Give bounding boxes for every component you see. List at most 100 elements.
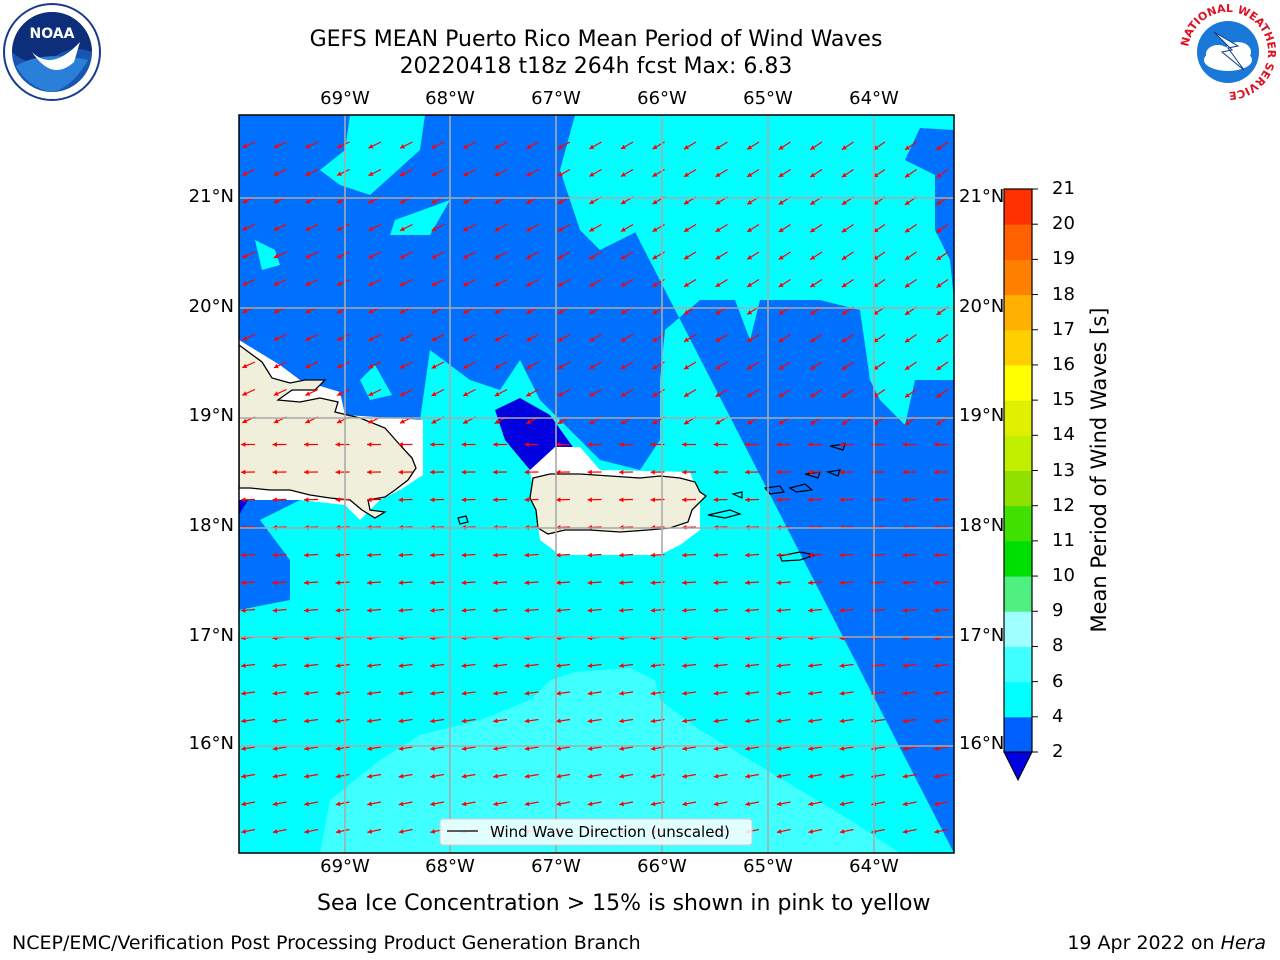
wave-arrow-head: [839, 690, 845, 696]
wave-arrow-head: [683, 199, 689, 205]
wave-arrow-head: [810, 310, 816, 315]
wave-arrow-head: [747, 172, 753, 177]
wave-arrow-head: [461, 663, 467, 668]
wave-arrow-head: [336, 419, 342, 424]
wave-arrow-head: [808, 580, 813, 586]
wave-arrow-head: [556, 690, 561, 696]
wave-arrow-head: [557, 392, 563, 397]
wave-arrow-head: [839, 829, 845, 834]
wave-arrow-head: [399, 364, 405, 369]
wave-arrow-head: [557, 309, 563, 314]
wave-arrow-head: [335, 552, 340, 558]
island-outline: [779, 551, 818, 562]
wave-arrow-head: [556, 552, 561, 558]
wave-arrow-head: [713, 718, 719, 724]
wave-arrow-head: [493, 746, 498, 751]
wave-arrow-head: [493, 497, 498, 503]
wave-arrow-head: [304, 690, 309, 696]
wave-arrow-head: [839, 801, 845, 807]
wave-arrow-head: [936, 338, 942, 343]
wave-arrow-head: [367, 497, 372, 503]
wave-arrow-head: [524, 746, 530, 751]
wave-arrow-head: [810, 282, 816, 288]
wave-arrow-head: [241, 718, 246, 724]
wave-arrow-head: [650, 442, 655, 447]
lon-label-top: 66°W: [637, 88, 687, 109]
wave-arrow-head: [650, 663, 656, 668]
wave-arrow-head: [241, 773, 246, 779]
wave-arrow-head: [493, 773, 498, 779]
wave-arrow-head: [778, 172, 784, 178]
wave-arrow-head: [398, 469, 403, 475]
wave-arrow-head: [747, 282, 753, 287]
wave-arrow-head: [587, 469, 592, 475]
wave-arrow-head: [399, 254, 405, 259]
wave-arrow-head: [713, 442, 718, 447]
colorbar-tick-label: 20: [1052, 213, 1075, 235]
wave-arrow-head: [242, 171, 248, 176]
wave-arrow-head: [241, 663, 246, 668]
wave-arrow-head: [682, 552, 687, 558]
wave-arrow-head: [904, 145, 910, 150]
wave-arrow-head: [399, 336, 405, 341]
wave-arrow-head: [241, 829, 247, 834]
wave-arrow-head: [808, 663, 813, 668]
wave-arrow-head: [273, 143, 279, 149]
wave-arrow-head: [494, 364, 500, 369]
wave-arrow-head: [336, 364, 342, 369]
wave-arrow-head: [431, 281, 437, 286]
wave-arrow-head: [715, 337, 721, 342]
wave-arrow-head: [304, 773, 309, 779]
wave-arrow-head: [650, 497, 655, 503]
wave-arrow-head: [526, 364, 532, 369]
wave-arrow-head: [463, 226, 469, 232]
wave-arrow-head: [745, 801, 750, 807]
field-4-6s: [320, 115, 425, 195]
wave-arrow-head: [810, 200, 816, 205]
wave-arrow-head: [304, 552, 309, 558]
colorbar-tick-label: 13: [1052, 459, 1075, 481]
machine-name: Hera: [1220, 932, 1266, 954]
wave-arrow-head: [747, 200, 753, 205]
wave-arrow-head: [713, 801, 719, 807]
wave-arrow-head: [272, 801, 278, 807]
wave-arrow-head: [776, 829, 782, 834]
wave-arrow-head: [526, 172, 532, 177]
wave-arrow-head: [776, 497, 781, 503]
wave-arrow-head: [650, 718, 656, 724]
wave-arrow-head: [682, 580, 687, 586]
wave-arrow-head: [841, 145, 847, 150]
wave-arrow-head: [841, 337, 847, 343]
lat-label-right: 17°N: [959, 625, 1005, 646]
wave-arrow-head: [524, 773, 530, 779]
colorbar-tick-label: 21: [1052, 178, 1075, 199]
wave-arrow-head: [494, 309, 500, 314]
wave-arrow-head: [619, 801, 624, 807]
wind-wave-direction-arrows: [240, 141, 949, 834]
wave-arrow-head: [745, 580, 750, 586]
wave-arrow-head: [652, 364, 658, 370]
wave-arrow-head: [494, 336, 500, 342]
wave-arrow-head: [336, 309, 342, 314]
wave-arrow-head: [272, 469, 277, 475]
wave-arrow-head: [619, 718, 624, 724]
wave-arrow-head: [808, 497, 813, 503]
wave-arrow-head: [589, 392, 595, 397]
wave-arrow-head: [367, 663, 372, 668]
wave-arrow-head: [241, 552, 246, 558]
wave-arrow-head: [273, 281, 279, 286]
wave-arrow-head: [494, 391, 500, 397]
wave-arrow-head: [808, 608, 813, 613]
wave-arrow-head: [587, 608, 593, 613]
wave-arrow-head: [713, 497, 718, 503]
wave-arrow-head: [335, 690, 341, 696]
wave-arrow-head: [620, 227, 626, 232]
wave-arrow-head: [683, 419, 689, 425]
map-frame: [238, 114, 955, 854]
wave-arrow-head: [589, 309, 595, 314]
wave-arrow-head: [335, 663, 341, 668]
wave-arrow-head: [399, 391, 405, 396]
wave-arrow-head: [839, 497, 844, 503]
wave-arrow-head: [682, 690, 687, 696]
wave-arrow-head: [902, 497, 907, 503]
